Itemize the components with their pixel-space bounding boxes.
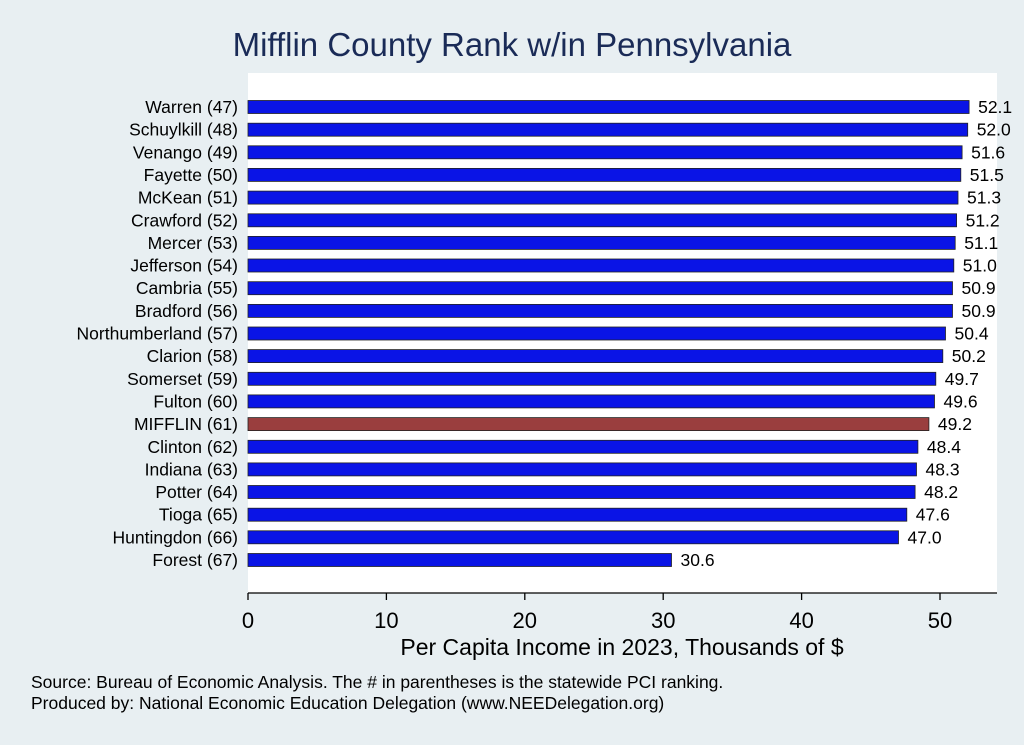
category-label: Northumberland (57) xyxy=(77,324,238,344)
value-label: 47.6 xyxy=(916,505,950,525)
category-label: Huntingdon (66) xyxy=(113,527,239,547)
x-axis-label: Per Capita Income in 2023, Thousands of … xyxy=(400,634,843,660)
bar-warren-47 xyxy=(247,100,970,114)
bar-indiana-63 xyxy=(247,462,917,477)
x-tick-label: 0 xyxy=(242,608,254,633)
bar-fayette-50 xyxy=(247,167,962,182)
bar-northumberland-57 xyxy=(247,326,946,341)
value-label: 51.0 xyxy=(963,256,997,276)
source-note: Source: Bureau of Economic Analysis. The… xyxy=(31,672,723,714)
value-label: 52.0 xyxy=(977,120,1011,140)
category-label: Clinton (62) xyxy=(148,437,238,457)
bar-forest-67 xyxy=(247,553,672,567)
x-tick-label: 30 xyxy=(651,608,675,633)
bar-highlight-mifflin-61 xyxy=(247,417,930,432)
category-label: Fayette (50) xyxy=(144,165,238,185)
category-label: Somerset (59) xyxy=(127,369,238,389)
bar-bradford-56 xyxy=(247,303,953,318)
category-label: Jefferson (54) xyxy=(130,256,238,276)
x-axis: 0 10 20 30 40 50 xyxy=(242,592,997,633)
bar-venango-49 xyxy=(247,145,963,160)
x-tick-label: 50 xyxy=(928,608,952,633)
bar-potter-64 xyxy=(247,485,916,499)
bar-mckean-51 xyxy=(247,190,959,205)
value-label: 51.2 xyxy=(966,210,1000,230)
category-label: Crawford (52) xyxy=(131,210,238,230)
value-label: 50.4 xyxy=(955,324,989,344)
bar-clinton-62 xyxy=(247,439,919,454)
category-label: Venango (49) xyxy=(133,142,238,162)
category-label: MIFFLIN (61) xyxy=(134,414,238,434)
category-label: Bradford (56) xyxy=(135,301,238,321)
chart-title: Mifflin County Rank w/in Pennsylvania xyxy=(232,26,792,63)
value-label: 30.6 xyxy=(681,550,715,570)
bar-cambria-55 xyxy=(247,281,953,296)
bar-crawford-52 xyxy=(247,213,957,228)
category-label: Mercer (53) xyxy=(148,233,238,253)
bars-group: Warren (47) 52.1 Schuylkill (48) 52.0 Venang… xyxy=(77,97,1013,570)
bar-tioga-65 xyxy=(247,507,908,522)
value-label: 51.6 xyxy=(971,142,1005,162)
value-label: 49.6 xyxy=(944,391,978,411)
category-label: Fulton (60) xyxy=(153,391,238,411)
value-label: 48.3 xyxy=(926,459,960,479)
category-label: Forest (67) xyxy=(152,550,238,570)
value-label: 48.2 xyxy=(924,482,958,502)
category-label: Cambria (55) xyxy=(136,278,238,298)
category-label: Warren (47) xyxy=(145,97,238,117)
x-tick-label: 20 xyxy=(513,608,537,633)
value-label: 51.5 xyxy=(970,165,1004,185)
producer-line: Produced by: National Economic Education… xyxy=(31,693,665,713)
value-label: 47.0 xyxy=(908,527,942,547)
value-label: 50.9 xyxy=(962,301,996,321)
bar-mercer-53 xyxy=(247,235,956,250)
x-tick-label: 10 xyxy=(374,608,398,633)
bar-fulton-60 xyxy=(247,394,935,409)
bar-clarion-58 xyxy=(247,349,944,364)
bar-somerset-59 xyxy=(247,371,937,386)
source-line: Source: Bureau of Economic Analysis. The… xyxy=(31,672,724,692)
value-label: 50.9 xyxy=(962,278,996,298)
value-label: 49.2 xyxy=(938,414,972,434)
bar-jefferson-54 xyxy=(247,258,955,273)
value-label: 48.4 xyxy=(927,437,961,457)
category-label: McKean (51) xyxy=(138,188,238,208)
value-label: 51.1 xyxy=(964,233,998,253)
value-label: 51.3 xyxy=(967,188,1001,208)
bar-schuylkill-48 xyxy=(247,122,969,137)
x-tick-label: 40 xyxy=(789,608,813,633)
category-label: Schuylkill (48) xyxy=(129,120,238,140)
bar-huntingdon-66 xyxy=(247,530,899,545)
category-label: Clarion (58) xyxy=(147,346,238,366)
category-label: Tioga (65) xyxy=(159,505,238,525)
value-label: 52.1 xyxy=(978,97,1012,117)
category-label: Indiana (63) xyxy=(145,459,238,479)
value-label: 49.7 xyxy=(945,369,979,389)
value-label: 50.2 xyxy=(952,346,986,366)
category-label: Potter (64) xyxy=(155,482,238,502)
